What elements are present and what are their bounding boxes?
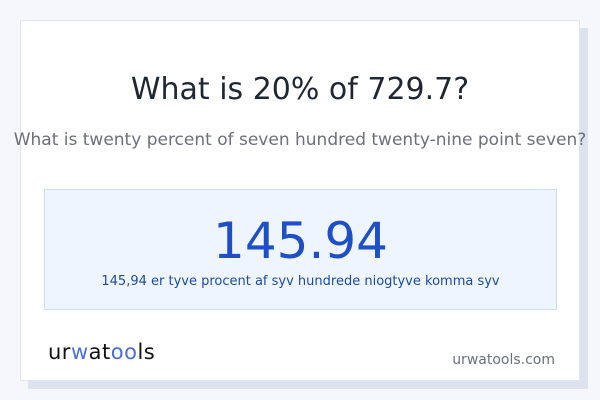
page-subtitle: What is twenty percent of seven hundred …	[13, 130, 587, 150]
urwatools-logo: urwatools	[48, 340, 156, 364]
site-url: urwatools.com	[452, 352, 555, 368]
result-value: 145.94	[213, 212, 388, 270]
page-title: What is 20% of 729.7?	[130, 72, 470, 107]
result-words: 145,94 er tyve procent af syv hundrede n…	[101, 274, 500, 289]
result-box: 145.94 145,94 er tyve procent af syv hun…	[44, 189, 557, 310]
